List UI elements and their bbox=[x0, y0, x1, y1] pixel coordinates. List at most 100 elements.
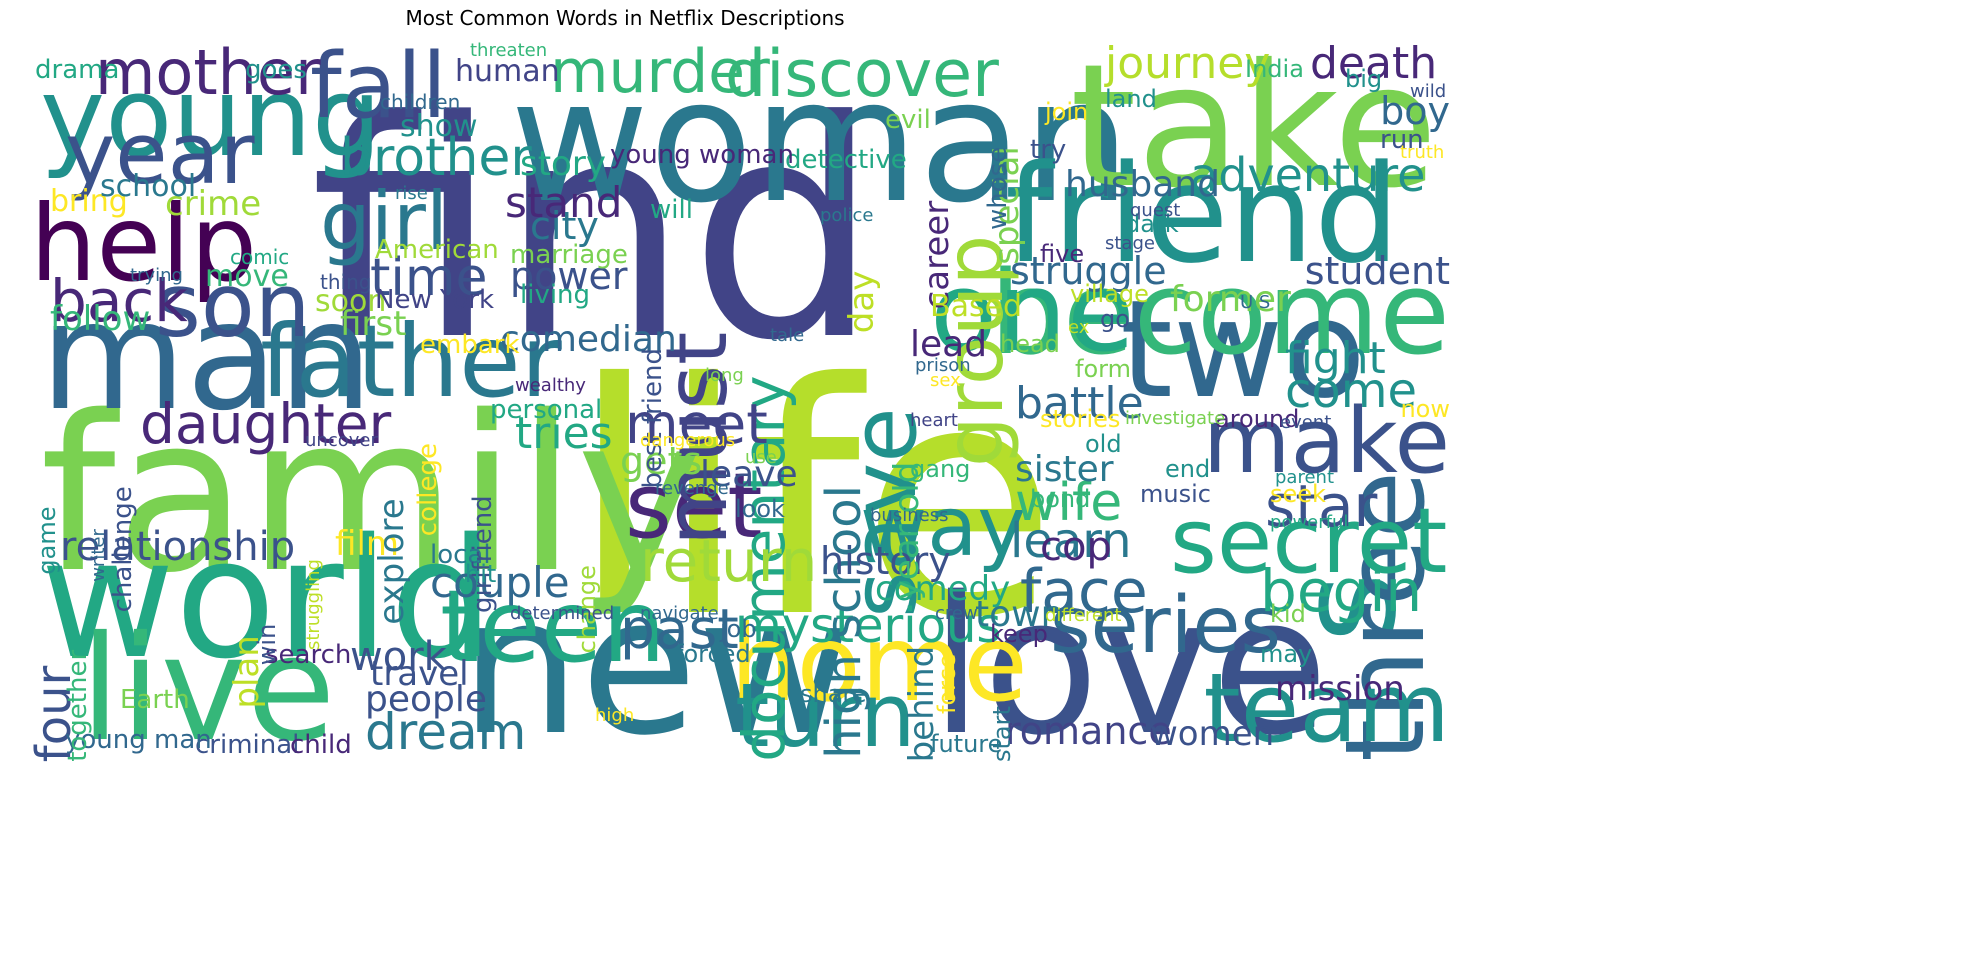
word-relationship: relationship bbox=[60, 524, 296, 570]
word-world: world bbox=[40, 503, 495, 695]
word-adventure: adventure bbox=[1190, 148, 1426, 202]
word-work: work bbox=[350, 634, 447, 680]
word-love: love bbox=[930, 556, 1329, 777]
word-face: face bbox=[1020, 557, 1148, 627]
word-return: return bbox=[640, 527, 818, 595]
word-seek: seek bbox=[1270, 480, 1326, 508]
word-business: business bbox=[870, 505, 949, 526]
word-india: India bbox=[1245, 55, 1304, 83]
word-search: search bbox=[265, 640, 352, 670]
word-police: police bbox=[820, 205, 874, 226]
word-begin: begin bbox=[1260, 557, 1423, 625]
word-threaten: threaten bbox=[470, 40, 548, 61]
word-long: long bbox=[705, 365, 744, 386]
word-time: time bbox=[370, 248, 488, 308]
word-sex: sex bbox=[930, 370, 961, 391]
word-find: find bbox=[310, 57, 880, 406]
word-city: city bbox=[530, 204, 599, 248]
word-people: people bbox=[365, 679, 488, 720]
word-determined: determined bbox=[510, 603, 615, 624]
word-journey: journey bbox=[1105, 38, 1271, 89]
word-cloud: find life family love new woman take world man li… bbox=[26, 37, 1450, 777]
word-lead: lead bbox=[910, 324, 988, 365]
word-mission: mission bbox=[1275, 669, 1405, 709]
word-struggle: struggle bbox=[1010, 249, 1167, 293]
word-trying: trying bbox=[130, 265, 183, 286]
word-set: set bbox=[625, 454, 763, 559]
word-brother: brother bbox=[340, 128, 532, 188]
word-girl: girl bbox=[320, 175, 449, 268]
word-five: five bbox=[1040, 240, 1085, 268]
word-daughter: daughter bbox=[140, 392, 392, 456]
word-heart: heart bbox=[910, 410, 958, 431]
word-follow: follow bbox=[50, 299, 151, 339]
word-wild: wild bbox=[1410, 81, 1447, 102]
word-job: job bbox=[720, 615, 757, 643]
word-young-woman: young woman bbox=[610, 140, 794, 170]
word-women: women bbox=[1150, 714, 1275, 754]
word-man: man bbox=[40, 270, 374, 444]
word-prison: prison bbox=[915, 355, 971, 376]
word-detective: detective bbox=[785, 145, 907, 175]
word-learn: learn bbox=[1010, 513, 1132, 569]
word-back: back bbox=[50, 267, 188, 335]
word-based: Based bbox=[930, 289, 1023, 324]
word-comic: comic bbox=[230, 245, 290, 269]
word-u-s: U S bbox=[1240, 292, 1271, 313]
word-mysterious: mysterious bbox=[735, 598, 1002, 654]
word-show: show bbox=[400, 109, 478, 144]
word-share: share bbox=[800, 680, 867, 708]
word-new: new bbox=[460, 556, 853, 777]
word-run: run bbox=[1380, 125, 1424, 155]
word-now: now bbox=[1400, 395, 1450, 423]
word-rise: rise bbox=[395, 183, 428, 204]
word-revenge: revenge bbox=[655, 478, 729, 499]
word-music: music bbox=[1140, 480, 1211, 508]
word-travel: travel bbox=[370, 654, 469, 694]
word-turn: turn bbox=[735, 664, 916, 767]
word-force: force bbox=[933, 653, 961, 714]
word-high: high bbox=[595, 705, 635, 726]
word-life: life bbox=[570, 316, 1058, 688]
word-dark: dark bbox=[1125, 210, 1179, 238]
word-old: old bbox=[1085, 430, 1122, 458]
word-battle: battle bbox=[1015, 378, 1144, 429]
word-make: make bbox=[1202, 389, 1450, 494]
word-teen: teen bbox=[440, 568, 666, 685]
word-murder: murder bbox=[550, 37, 770, 107]
word-truth: truth bbox=[1400, 142, 1445, 163]
word-village: village bbox=[1070, 280, 1149, 308]
word-different: different bbox=[1045, 605, 1122, 626]
word-keep: keep bbox=[990, 620, 1048, 648]
word-one: one bbox=[930, 248, 1135, 376]
word-young: young bbox=[40, 53, 382, 181]
word-comedian: comedian bbox=[500, 319, 677, 360]
word-future: future bbox=[930, 730, 1003, 758]
word-friend: friend bbox=[1005, 136, 1400, 293]
word-explore: explore bbox=[372, 498, 412, 625]
word-struggling: struggling bbox=[303, 559, 324, 650]
word-wealthy: wealthy bbox=[515, 375, 586, 396]
word-history: history bbox=[820, 539, 951, 583]
word-romance: romance bbox=[1005, 709, 1172, 753]
word-criminal: criminal bbox=[195, 730, 300, 760]
word-series: series bbox=[1050, 581, 1281, 671]
word-end: end bbox=[1165, 455, 1211, 483]
word-gang: gang bbox=[910, 455, 971, 483]
word-bond: bond bbox=[1030, 485, 1091, 513]
word-earth: Earth bbox=[120, 685, 190, 715]
word-young-man: young man bbox=[65, 725, 212, 755]
word-town: town bbox=[975, 594, 1064, 635]
word-parent: parent bbox=[1275, 467, 1335, 488]
word-whose: whose bbox=[983, 146, 1013, 230]
word-fight: fight bbox=[1285, 333, 1386, 384]
word-goes: goes bbox=[245, 55, 307, 85]
word-powerful: powerful bbox=[1270, 512, 1349, 533]
word-marriage: marriage bbox=[510, 240, 628, 270]
word-tries: tries bbox=[515, 408, 613, 459]
word-forced: forced bbox=[675, 640, 751, 668]
word-children: children bbox=[380, 90, 461, 114]
word-college: college bbox=[413, 443, 443, 537]
word-son: son bbox=[155, 254, 311, 357]
word-gets: gets bbox=[620, 439, 703, 483]
